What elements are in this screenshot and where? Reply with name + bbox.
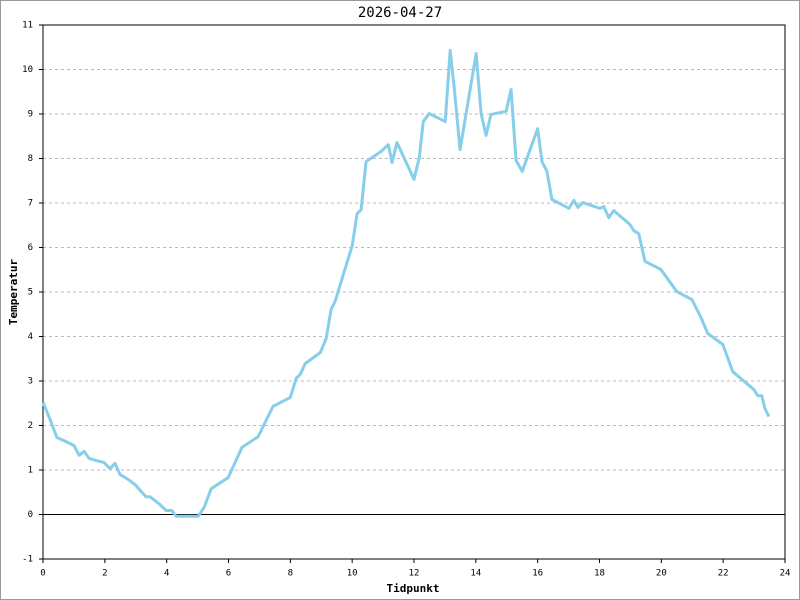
data-line (41, 48, 771, 518)
chart-title: 2026-04-27 (358, 5, 442, 21)
plot-frame (42, 24, 786, 560)
y-tick-label: 0 (28, 510, 33, 520)
y-tick-label: 4 (28, 332, 33, 342)
y-tick-label: 1 (28, 466, 33, 476)
y-tick-label: 11 (22, 21, 33, 31)
y-axis-label: Temperatur (7, 259, 20, 326)
x-tick-label: 12 (409, 569, 420, 579)
x-tick-label: 0 (40, 569, 45, 579)
y-tick-label: 6 (28, 243, 33, 253)
y-tick-label: 2 (28, 421, 33, 431)
x-tick-label: 10 (347, 569, 358, 579)
x-tick-label: 22 (718, 569, 729, 579)
x-tick-label: 18 (594, 569, 605, 579)
y-tick-label: 5 (28, 288, 33, 298)
y-tick-label: 9 (28, 110, 33, 120)
y-tick-label: 8 (28, 154, 33, 164)
x-tick-label: 2 (102, 569, 107, 579)
y-tick-label: 10 (22, 65, 33, 75)
x-axis-label: Tidpunkt (387, 582, 440, 595)
y-tick-label: 3 (28, 377, 33, 387)
x-tick-label: 24 (780, 569, 791, 579)
y-tick-label: -1 (22, 555, 33, 565)
y-tick-label: 7 (28, 199, 33, 209)
x-tick-label: 14 (470, 569, 481, 579)
x-tick-label: 16 (532, 569, 543, 579)
x-tick-label: 8 (288, 569, 293, 579)
x-tick-label: 6 (226, 569, 231, 579)
x-tick-label: 4 (164, 569, 169, 579)
x-tick-label: 20 (656, 569, 667, 579)
